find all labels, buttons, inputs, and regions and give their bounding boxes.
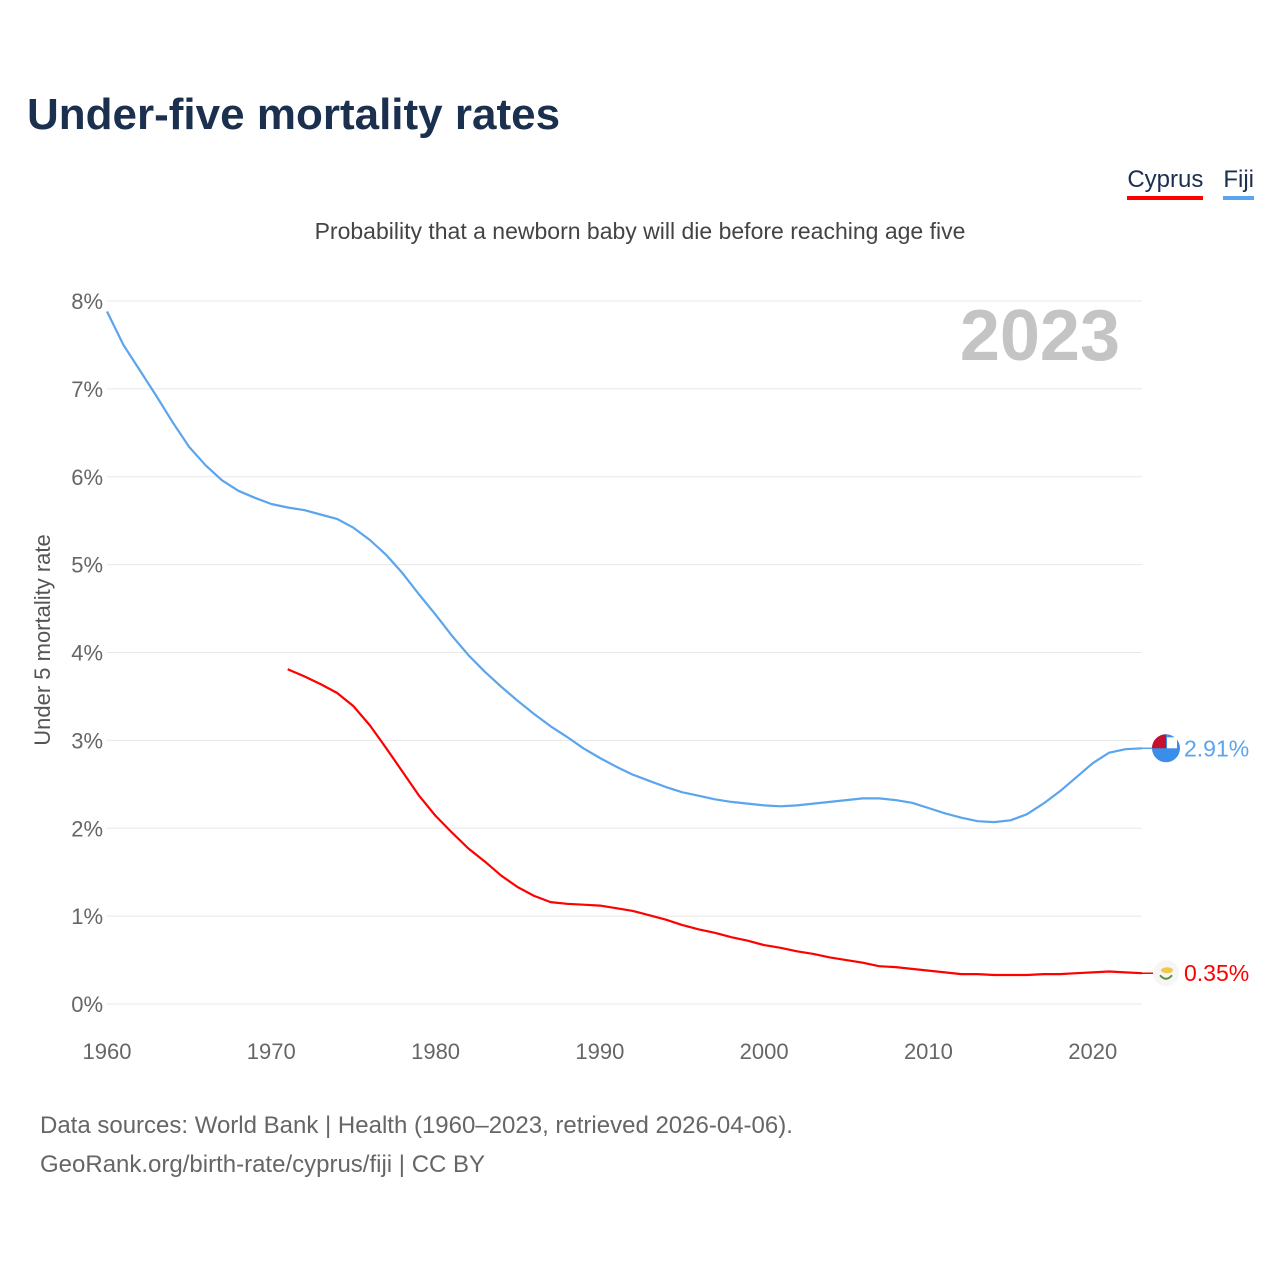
chart-title: Under-five mortality rates <box>27 90 561 139</box>
y-tick-label: 1% <box>71 904 103 929</box>
fiji-flag-union-icon <box>1152 734 1166 749</box>
legend-item-cyprus[interactable]: Cyprus <box>1127 166 1204 200</box>
y-tick-label: 6% <box>71 465 103 490</box>
x-tick-label: 1960 <box>83 1039 132 1064</box>
chart-subtitle: Probability that a newborn baby will die… <box>314 218 966 244</box>
cyprus-flag-icon <box>1153 960 1179 987</box>
y-axis-label: Under 5 mortality rate <box>30 534 55 746</box>
end-value-label-fiji: 2.91% <box>1184 735 1249 761</box>
series-line-cyprus[interactable] <box>287 668 1143 977</box>
y-tick-label: 0% <box>71 992 103 1017</box>
y-tick-label: 3% <box>71 728 103 753</box>
y-tick-label: 8% <box>71 289 103 314</box>
x-tick-label: 1970 <box>247 1039 296 1064</box>
legend: Cyprus Fiji <box>1127 166 1254 200</box>
cyprus-island-icon <box>1161 967 1173 974</box>
y-tick-label: 2% <box>71 816 103 841</box>
x-tick-label: 2020 <box>1068 1039 1117 1064</box>
series-line-fiji[interactable] <box>106 311 1143 824</box>
end-value-label-cyprus: 0.35% <box>1184 960 1249 986</box>
y-tick-label: 5% <box>71 553 103 578</box>
x-tick-label: 1980 <box>411 1039 460 1064</box>
legend-item-fiji[interactable]: Fiji <box>1223 166 1254 200</box>
x-tick-label: 1990 <box>575 1039 624 1064</box>
y-tick-label: 4% <box>71 641 103 666</box>
y-tick-label: 7% <box>71 377 103 402</box>
source-note: Data sources: World Bank | Health (1960–… <box>40 1106 793 1184</box>
x-tick-label: 2000 <box>740 1039 789 1064</box>
x-tick-label: 2010 <box>904 1039 953 1064</box>
source-line-2[interactable]: GeoRank.org/birth-rate/cyprus/fiji | CC … <box>40 1151 486 1178</box>
fiji-flag-shield-icon <box>1167 737 1177 749</box>
source-line-1: Data sources: World Bank | Health (1960–… <box>40 1112 793 1139</box>
olive-branch-icon <box>1159 974 1173 980</box>
year-label: 2023 <box>960 296 1120 376</box>
